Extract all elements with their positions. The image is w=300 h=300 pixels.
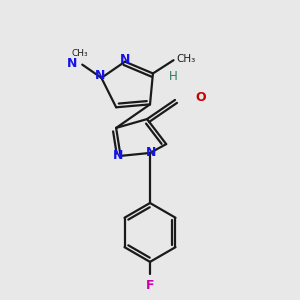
Text: N: N	[67, 57, 77, 70]
Text: N: N	[95, 69, 105, 82]
Text: O: O	[196, 91, 206, 104]
Text: F: F	[146, 279, 154, 292]
Text: N: N	[146, 146, 157, 159]
Text: N: N	[120, 53, 130, 66]
Text: CH₃: CH₃	[176, 54, 195, 64]
Text: N: N	[112, 149, 123, 162]
Text: CH₃: CH₃	[72, 49, 88, 58]
Text: H: H	[169, 70, 178, 83]
